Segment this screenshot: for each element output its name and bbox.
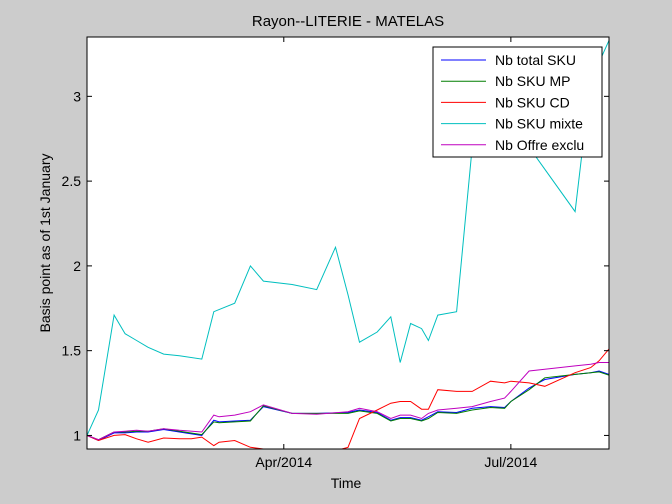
y-tick-label: 1.5 <box>62 343 82 359</box>
x-tick-label: Apr/2014 <box>255 454 312 470</box>
y-tick-label: 1 <box>73 427 81 443</box>
legend-label: Nb Offre exclu <box>495 137 584 153</box>
y-tick-label: 3 <box>73 88 81 104</box>
x-tick-label: Jul/2014 <box>484 454 537 470</box>
y-tick-label: 2.5 <box>62 173 82 189</box>
legend: Nb total SKU Nb SKU MP Nb SKU CD Nb SKU mix… <box>432 46 603 158</box>
x-axis-label: Time <box>331 475 362 491</box>
legend-label: Nb SKU CD <box>495 94 570 110</box>
series-line-3 <box>87 348 609 449</box>
plot-frame <box>86 36 610 450</box>
series-line-5 <box>87 362 609 441</box>
legend-label: Nb total SKU <box>495 52 576 68</box>
tick-layer: 1 1.5 2 2.5 3 Apr/2014 Jul/2014 <box>62 37 609 470</box>
y-tick-label: 2 <box>73 258 81 274</box>
y-axis-label: Basis point as of 1st January <box>37 154 53 333</box>
legend-label: Nb SKU MP <box>495 73 570 89</box>
legend-label: Nb SKU mixte <box>495 116 583 132</box>
legend-items: Nb total SKU Nb SKU MP Nb SKU CD Nb SKU mix… <box>441 52 584 153</box>
chart-title: Rayon--LITERIE - MATELAS <box>252 13 444 30</box>
